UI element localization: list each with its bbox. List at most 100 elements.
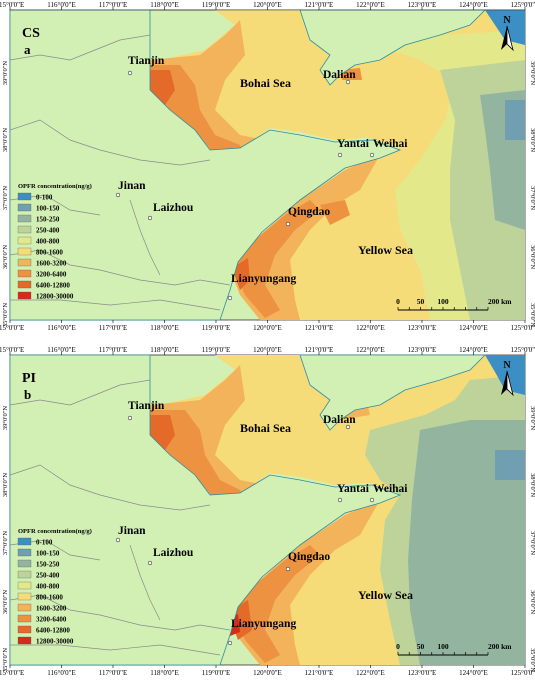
legend-swatch xyxy=(17,559,32,568)
north-arrow xyxy=(501,25,514,52)
lon-label-top: 119°0'0"E xyxy=(202,1,230,9)
lon-label-top: 122°0'0"E xyxy=(356,1,385,9)
legend-swatch xyxy=(17,247,32,256)
legend-swatch xyxy=(17,280,32,289)
place-label: Yantai xyxy=(337,138,370,150)
lon-label-top: 116°0'0"E xyxy=(47,346,75,354)
scale-bar-label: 0 xyxy=(396,297,400,306)
city-marker xyxy=(369,497,375,503)
lat-label-right: 37°0'0"N xyxy=(529,531,535,555)
place-label: Jinan xyxy=(118,180,146,192)
lon-label-top: 122°0'0"E xyxy=(356,346,385,354)
city-marker xyxy=(337,497,343,503)
legend-label: 0-100 xyxy=(36,194,53,202)
legend-swatch xyxy=(17,548,32,557)
lon-label-top: 119°0'0"E xyxy=(202,346,230,354)
lon-label-bottom: 121°0'0"E xyxy=(305,324,334,332)
legend-label: 800-1600 xyxy=(36,249,63,257)
legend-label: 3200-6400 xyxy=(36,271,67,279)
panel-letter: b xyxy=(24,387,31,402)
legend-swatch xyxy=(17,592,32,601)
legend-label: 400-800 xyxy=(36,583,60,591)
place-label: Tianjin xyxy=(128,55,165,67)
lon-label-top: 123°0'0"E xyxy=(408,1,437,9)
lon-label-bottom: 123°0'0"E xyxy=(408,669,437,677)
place-label: Weihai xyxy=(373,483,408,495)
lon-label-top: 124°0'0"E xyxy=(459,1,488,9)
lat-label-left: 36°0'0"N xyxy=(2,590,9,614)
lon-label-bottom: 117°0'0"E xyxy=(99,669,127,677)
city-marker xyxy=(115,192,121,198)
north-arrow-label: N xyxy=(503,360,511,371)
land-area xyxy=(9,354,486,666)
lon-label-bottom: 116°0'0"E xyxy=(47,324,75,332)
legend-swatch xyxy=(17,203,32,212)
lat-label-left: 37°0'0"N xyxy=(2,186,9,210)
lon-label-bottom: 120°0'0"E xyxy=(253,669,282,677)
north-arrow-right xyxy=(506,370,514,397)
city-marker xyxy=(115,537,121,543)
lat-label-left: 35°0'0"N xyxy=(2,303,9,327)
lon-label-top: 125°0'0"E xyxy=(511,1,535,9)
place-label: Laizhou xyxy=(153,202,194,214)
sea-label: Bohai Sea xyxy=(240,76,291,90)
lon-label-bottom: 116°0'0"E xyxy=(47,669,75,677)
lat-label-right: 36°0'0"N xyxy=(529,245,535,269)
city-marker xyxy=(337,152,343,158)
lon-label-top: 120°0'0"E xyxy=(253,1,282,9)
place-label: Weihai xyxy=(373,138,408,150)
land-area xyxy=(9,9,486,321)
lat-label-left: 39°0'0"N xyxy=(2,61,9,85)
north-arrow xyxy=(501,370,514,397)
lon-label-top: 117°0'0"E xyxy=(99,1,127,9)
sea-area xyxy=(150,355,525,665)
legend-label: 400-800 xyxy=(36,238,60,246)
scale-bar-label: 200 km xyxy=(488,297,512,306)
city-marker xyxy=(227,295,233,301)
legend-label: 0-100 xyxy=(36,539,53,547)
lat-label-left: 37°0'0"N xyxy=(2,531,9,555)
city-marker xyxy=(369,152,375,158)
lon-label-bottom: 124°0'0"E xyxy=(459,324,488,332)
city-marker xyxy=(345,424,351,430)
scale-bar-label: 50 xyxy=(417,297,425,306)
lat-label-left: 38°0'0"N xyxy=(2,473,9,497)
legend-swatch xyxy=(17,258,32,267)
place-label: Jinan xyxy=(118,525,146,537)
legend-label: 6400-12800 xyxy=(36,627,70,635)
legend-swatch xyxy=(17,625,32,634)
lon-label-bottom: 123°0'0"E xyxy=(408,324,437,332)
legend-label: 100-150 xyxy=(36,550,60,558)
city-marker xyxy=(285,221,291,227)
legend-label: 1600-3200 xyxy=(36,260,67,268)
lat-label-right: 37°0'0"N xyxy=(529,186,535,210)
lat-label-left: 38°0'0"N xyxy=(2,128,9,152)
lon-label-top: 115°0'0"E xyxy=(0,346,24,354)
panel-corner-label: CS xyxy=(22,26,40,41)
legend-swatch xyxy=(17,581,32,590)
lon-label-bottom: 125°0'0"E xyxy=(511,669,535,677)
legend-label: 100-150 xyxy=(36,205,60,213)
lon-label-top: 120°0'0"E xyxy=(253,346,282,354)
lat-label-right: 38°0'0"N xyxy=(529,473,535,497)
north-arrow-right xyxy=(506,25,514,52)
city-marker xyxy=(147,560,153,566)
lon-label-top: 118°0'0"E xyxy=(150,346,178,354)
place-label: Dalian xyxy=(323,69,356,81)
place-label: Laizhou xyxy=(153,547,194,559)
legend-label: 12800-30000 xyxy=(36,293,74,301)
lat-label-right: 39°0'0"N xyxy=(529,61,535,85)
legend-title: OPFR concentration(ng/g) xyxy=(18,528,92,535)
lat-label-right: 35°0'0"N xyxy=(529,303,535,327)
lon-label-bottom: 122°0'0"E xyxy=(356,324,385,332)
lon-label-top: 124°0'0"E xyxy=(459,346,488,354)
sea-label: Bohai Sea xyxy=(240,421,291,435)
panel-corner-label: PI xyxy=(22,371,36,386)
lon-label-bottom: 121°0'0"E xyxy=(305,669,334,677)
legend-label: 1600-3200 xyxy=(36,605,67,613)
legend-label: 800-1600 xyxy=(36,594,63,602)
scale-bar-label: 50 xyxy=(417,642,425,651)
place-label: Yantai xyxy=(337,483,370,495)
lon-label-top: 118°0'0"E xyxy=(150,1,178,9)
